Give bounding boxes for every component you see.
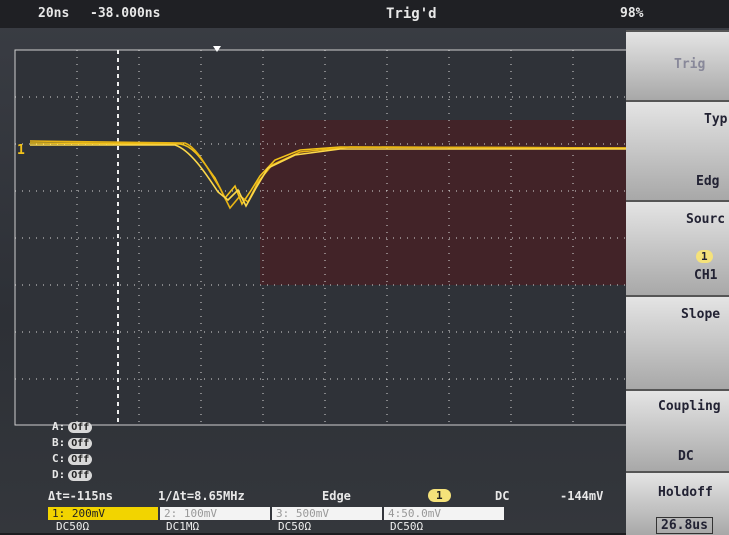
cursor-state: Off: [68, 422, 93, 433]
trigger-status: Trig'd: [386, 6, 437, 22]
type-value: Edg: [696, 174, 720, 189]
cursor-state: Off: [68, 470, 93, 481]
cursor-state: Off: [68, 454, 93, 465]
holdoff-label: Holdoff: [658, 485, 713, 500]
header-bar: [0, 0, 729, 28]
holdoff-value: 26.8us: [656, 517, 713, 534]
cursor: D: Off: [52, 468, 93, 481]
coupling-label: Coupling: [658, 399, 721, 414]
trigger-type: Edge: [322, 489, 351, 503]
cursor-name: C:: [52, 452, 66, 465]
channel-scale: 3: 500mV: [272, 507, 382, 520]
channel-scale: 2: 100mV: [160, 507, 270, 520]
source-button[interactable]: Sourc 1 CH1: [626, 200, 729, 295]
channel-coupling: DC50Ω: [278, 520, 312, 533]
cursor-name: B:: [52, 436, 66, 449]
channel-coupling: DC50Ω: [390, 520, 424, 533]
slope-button[interactable]: Slope: [626, 295, 729, 389]
channel-scale: 4:50.0mV: [384, 507, 504, 520]
delta-t: Δt=-115ns: [48, 489, 114, 503]
trigger-source: 1: [428, 489, 451, 502]
cursor-name: A:: [52, 420, 66, 433]
slope-label: Slope: [681, 307, 721, 322]
coupling-button[interactable]: Coupling DC: [626, 389, 729, 471]
battery: 98%: [620, 6, 644, 21]
trigger-coupling: DC: [495, 489, 510, 503]
holdoff-button[interactable]: Holdoff 26.8us: [626, 471, 729, 535]
source-label: Sourc: [686, 212, 726, 227]
channel-coupling: DC1MΩ: [166, 520, 200, 533]
delay: -38.000ns: [90, 6, 161, 21]
menu-title-text: Trig: [674, 57, 706, 72]
cursor-name: D:: [52, 468, 66, 481]
menu-title: Trig: [626, 30, 729, 100]
type-label: Typ: [704, 112, 728, 127]
type-button[interactable]: Typ Edg: [626, 100, 729, 200]
cursor: C: Off: [52, 452, 93, 465]
coupling-value: DC: [678, 449, 694, 464]
cursor: B: Off: [52, 436, 93, 449]
source-badge: 1: [696, 250, 713, 263]
channel-coupling: DC50Ω: [56, 520, 90, 533]
channel-scale: 1: 200mV: [48, 507, 158, 520]
channel-marker: 1: [17, 143, 25, 158]
timebase: 20ns: [38, 6, 70, 21]
source-value: CH1: [694, 268, 718, 283]
cursor: A: Off: [52, 420, 93, 433]
cursor-state: Off: [68, 438, 93, 449]
inverse-delta-t: 1/Δt=8.65MHz: [158, 489, 245, 503]
trigger-level: -144mV: [560, 489, 604, 503]
